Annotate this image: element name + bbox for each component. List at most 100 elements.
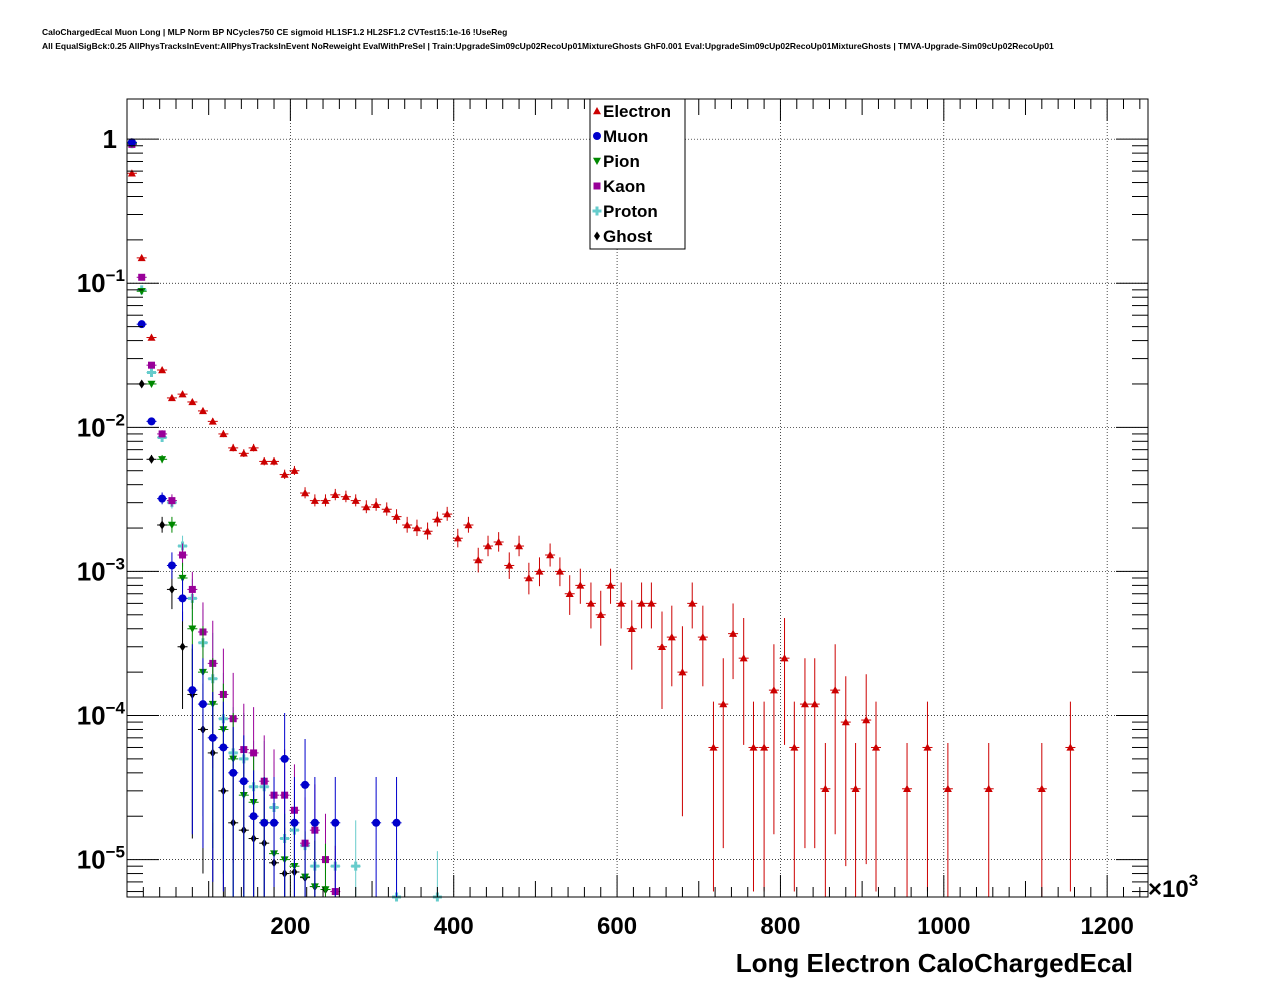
data-point [207,691,218,882]
marker [229,768,238,777]
marker [138,273,146,281]
marker [167,561,176,570]
data-point [748,701,759,892]
marker [790,743,799,751]
marker [1066,743,1075,751]
marker [943,784,952,792]
data-point [657,611,668,709]
legend-marker [594,231,600,241]
legend-item-kaon: Kaon [593,177,646,196]
data-point [504,552,515,579]
data-point [166,552,177,579]
data-point [779,618,790,745]
data-point [1065,701,1076,892]
marker [565,589,574,597]
data-point [146,333,157,341]
data-point [187,644,198,835]
data-point [187,397,198,406]
data-point [157,516,168,533]
marker [535,567,544,575]
marker [290,466,299,474]
x-multiplier-base: ×10 [1148,876,1189,903]
data-point [371,498,382,511]
data-point [238,735,249,897]
marker [168,497,176,505]
marker [515,542,524,550]
marker [729,629,738,637]
marker [331,490,340,499]
marker [301,489,310,497]
marker [239,449,248,457]
marker [678,668,687,676]
legend-item-pion: Pion [593,152,640,171]
marker [260,457,269,465]
marker [301,780,310,789]
y-tick-label: 10−1 [77,266,125,298]
marker [423,527,432,535]
data-point [595,590,606,646]
data-point [177,578,188,622]
data-point [391,509,402,524]
data-point [564,575,575,615]
legend-label: Proton [603,202,658,221]
marker [546,551,555,559]
marker [821,784,830,792]
data-point [514,535,525,557]
data-point [493,532,504,552]
data-point [820,742,831,897]
marker [178,390,187,398]
data-point [840,676,851,867]
marker [148,361,156,369]
marker [841,718,850,726]
data-point [636,582,647,629]
marker [188,397,197,406]
marker [433,515,442,523]
x-axis-multiplier: ×103 [1148,871,1198,903]
marker [310,496,319,504]
data-point [391,776,402,897]
data-point [166,494,177,507]
x-tick-label: 1200 [1080,913,1133,940]
data-point [738,618,749,745]
data-point [289,465,300,475]
data-point [922,701,933,892]
marker [127,169,136,177]
data-point [545,543,556,567]
data-point [309,494,320,507]
data-point [799,658,810,849]
data-point [575,568,586,604]
marker [484,542,493,550]
data-point [850,742,861,897]
data-point [309,776,320,897]
data-point [381,502,392,516]
data-point [197,658,208,849]
marker [188,585,196,593]
x-tick-label: 600 [597,913,637,940]
data-point [269,456,280,466]
data-point [718,658,729,849]
legend-item-ghost: Ghost [594,227,652,246]
marker [709,743,718,751]
data-point [902,742,913,897]
marker [780,654,789,662]
data-point [473,547,484,573]
marker [769,686,778,694]
legend-marker [593,182,601,190]
data-point [411,519,422,537]
marker [403,520,412,529]
y-tick-label: 10−3 [77,554,125,586]
data-point [942,742,953,897]
marker [219,743,228,752]
marker [453,534,462,542]
marker [321,496,330,504]
marker [688,599,697,607]
data-point [269,776,280,897]
y-tick-label: 10−4 [77,699,126,731]
data-point [300,487,311,499]
series-pion [126,140,331,897]
marker [505,561,514,569]
x-axis-label: Long Electron CaloChargedEcal [736,948,1133,978]
marker [800,700,809,708]
marker [984,784,993,792]
legend-marker [592,206,602,216]
